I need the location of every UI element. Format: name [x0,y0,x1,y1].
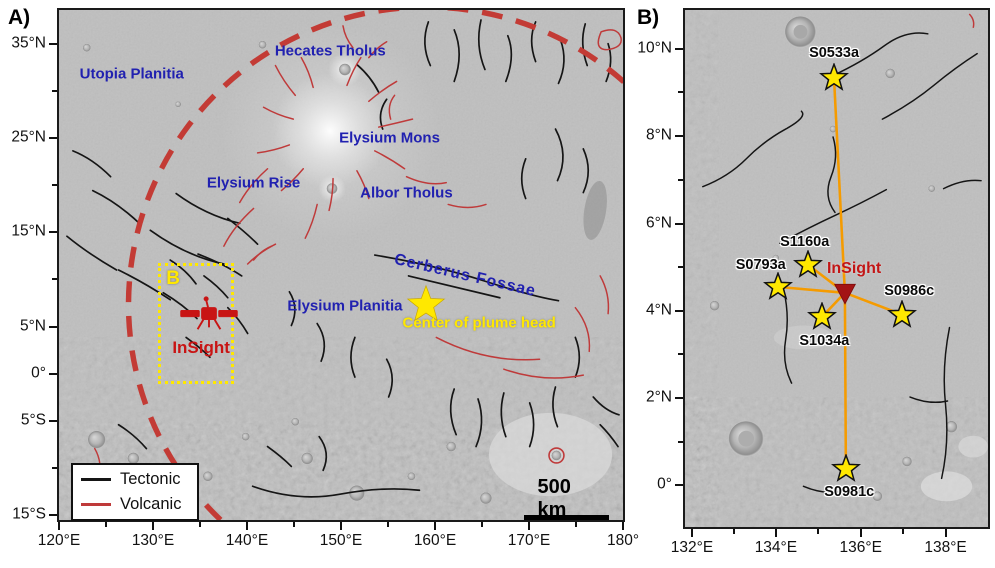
station-label-s0793a: S0793a [735,256,786,273]
station-star-s1160a [793,248,824,280]
panel-a-terrain-layer [59,10,623,520]
panel-a-map: B Utopia Planitia Hecates Tholus Elysium… [11,8,639,549]
station-star-s0533a [818,62,850,93]
legend-label-tectonic: Tectonic [120,470,181,488]
craters-layer-b [709,15,988,502]
station-label-s0986c: S0986c [884,283,935,300]
legend: Tectonic Volcanic [71,463,199,521]
label-elysium-rise: Elysium Rise [206,174,301,192]
label-utopia-planitia: Utopia Planitia [79,65,184,83]
tectonic-lines-layer-b [702,32,982,494]
station-star-s1034a [807,300,838,332]
insight-label-panel-b: InSight [826,259,882,277]
scale-bar [524,515,609,520]
panel-b-map: S0533a S1160a S0793a S1034a S0986c S0981… [637,8,990,556]
panel-b-terrain-layer [685,10,988,527]
insight-label-panel-a: InSight [172,338,230,358]
station-star-s0986c [887,298,918,330]
station-label-s0981c: S0981c [824,484,875,501]
station-label-s1160a: S1160a [780,233,830,250]
volcanic-circle-marker [548,447,565,464]
inset-box-label: B [166,267,180,289]
volcanic-line-swatch [81,503,111,506]
label-elysium-mons: Elysium Mons [339,129,440,147]
label-elysium-planitia: Elysium Planitia [287,297,403,315]
volcanic-lines-layer [94,25,622,511]
panel-a-letter: A) [8,6,31,29]
inset-extent-box: B [158,262,235,384]
legend-item-tectonic: Tectonic [81,470,189,489]
insight-lander-icon [178,296,240,334]
station-star-s0793a [762,271,793,302]
legend-item-volcanic: Volcanic [81,495,189,514]
panel-b-letter: B) [637,6,660,29]
tectonic-line-swatch [81,478,111,481]
label-albor-tholus: Albor Tholus [360,184,453,202]
station-label-s0533a: S0533a [809,45,860,62]
station-label-s1034a: S1034a [799,332,850,349]
insight-triangle-icon [832,280,858,306]
volcanic-line-b [968,13,975,29]
legend-label-volcanic: Volcanic [120,495,182,513]
label-hecates-tholus: Hecates Tholus [274,42,386,60]
plume-center-label: Center of plume head [402,314,556,332]
station-star-s0981c [830,452,862,484]
plume-center-star-icon [405,284,447,326]
